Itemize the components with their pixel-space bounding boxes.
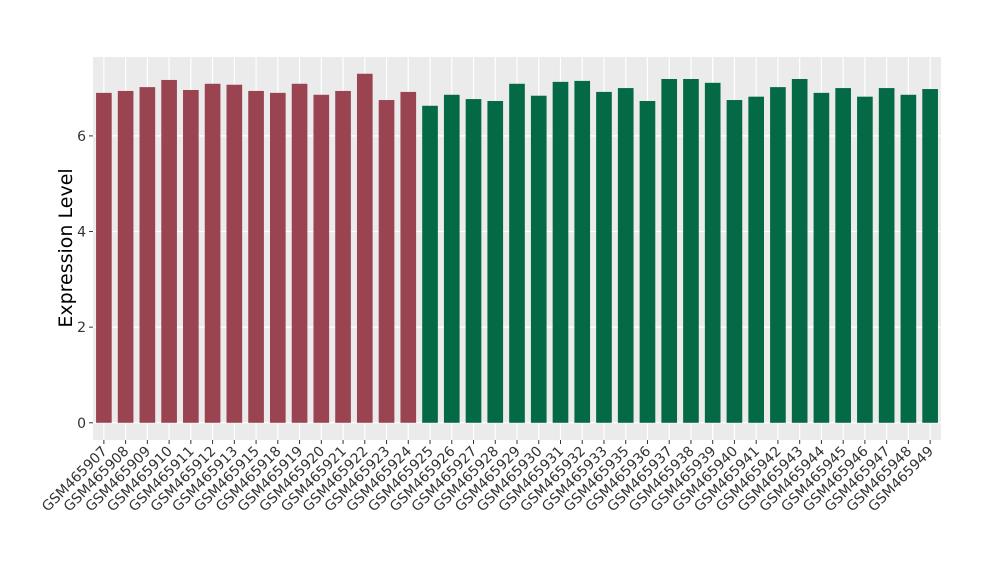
bar [313, 94, 330, 423]
bar [704, 82, 721, 423]
bar [552, 81, 569, 423]
bar [96, 92, 112, 423]
bar [661, 78, 678, 423]
bar [791, 78, 808, 423]
bar [596, 91, 612, 423]
bar [139, 87, 156, 423]
bar [683, 78, 699, 423]
bar [487, 100, 504, 423]
bar [356, 73, 373, 423]
y-axis-label: Expression Level [55, 168, 77, 327]
y-tick-label: 4 [77, 225, 86, 241]
bar [813, 92, 830, 423]
bar [400, 91, 417, 423]
bar [291, 83, 308, 423]
bar [269, 92, 286, 423]
bar [748, 96, 765, 423]
bar [183, 89, 199, 423]
bar [922, 89, 938, 423]
bar [639, 100, 656, 423]
bar [574, 80, 591, 423]
bar [770, 87, 786, 423]
bar [335, 90, 351, 423]
bar [117, 90, 134, 423]
bar [465, 99, 482, 423]
bar [726, 100, 743, 423]
bar [226, 84, 243, 423]
y-tick-label: 0 [77, 416, 86, 432]
bar [378, 100, 395, 423]
bar [422, 105, 438, 423]
y-tick-label: 2 [77, 320, 86, 336]
bar [530, 95, 547, 423]
bar [857, 96, 873, 423]
bar [617, 88, 634, 423]
bar [248, 90, 264, 423]
bar [835, 88, 851, 423]
y-tick-label: 6 [77, 129, 86, 145]
bar [161, 79, 177, 423]
bar [878, 88, 895, 423]
bar [900, 94, 917, 423]
bar [204, 83, 221, 423]
bar [443, 94, 460, 423]
bar [509, 83, 525, 423]
